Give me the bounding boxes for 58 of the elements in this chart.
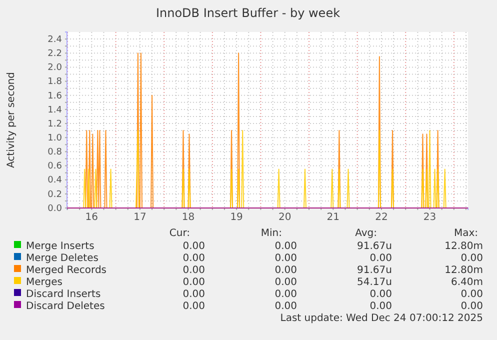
text: 12.80m [444,265,483,276]
text: 0.00 [182,301,205,312]
text: 0.00 [274,301,297,312]
text: 0.00 [182,277,205,288]
x-tick-label: 17 [134,212,146,224]
chart-title: InnoDB Insert Buffer - by week [156,6,340,20]
y-tick-label: 2.4 [48,34,62,45]
x-tick-label: 19 [230,212,243,224]
y-tick-label: 2.2 [48,49,62,59]
text: 0.00 [182,253,205,264]
text: 0.00 [460,253,483,264]
y-tick-label: 1.6 [48,91,62,102]
text: 54.17u [357,277,392,288]
text: 0.00 [182,289,205,300]
legend-label: Discard Inserts [26,289,101,300]
text: 6.40m [450,277,483,288]
text: 0.00 [370,289,392,300]
text: Min: [260,228,282,239]
text: 0.00 [182,265,205,276]
legend-label: Discard Deletes [26,301,105,312]
y-tick-label: 1.8 [48,77,62,88]
y-tick-label: 1.0 [48,133,62,144]
text: Last update: Wed Dec 24 07:00:12 2025 [280,313,483,324]
text: 0.00 [460,301,483,312]
text: Max: [454,228,478,239]
x-tick-label: 23 [423,212,436,224]
text: 0.00 [274,241,297,252]
legend-label: Merges [26,277,62,288]
x-tick-label: 20 [278,212,292,224]
y-tick-label: 0.2 [48,190,62,200]
text: 0.00 [274,289,297,300]
y-tick-label: 0.0 [48,204,62,214]
legend-label: Merge Inserts [26,241,94,252]
y-tick-label: 2.0 [48,63,62,74]
y-axis-title: Activity per second [6,72,17,168]
text: 91.67u [357,241,392,252]
x-tick-label: 21 [326,212,340,224]
text: 0.00 [274,277,297,288]
text: 12.80m [444,241,483,252]
y-tick-label: 0.6 [48,162,62,172]
text: 0.00 [182,241,205,252]
x-tick-label: 16 [85,212,98,224]
text: Avg: [355,228,377,239]
text: Cur: [169,228,190,239]
x-tick-label: 18 [182,212,195,224]
text: 0.00 [370,253,392,264]
text: 0.00 [274,265,297,276]
text: 0.00 [460,289,483,300]
legend-label: Merge Deletes [26,253,98,264]
legend-label: Merged Records [26,265,107,276]
y-tick-label: 1.4 [48,105,62,116]
text: 0.00 [274,253,297,264]
x-tick-label: 22 [375,212,388,224]
y-tick-label: 0.8 [48,148,62,158]
text: 0.00 [370,301,392,312]
y-tick-label: 0.4 [48,176,62,186]
y-tick-label: 1.2 [48,119,62,130]
text: 91.67u [357,265,392,276]
